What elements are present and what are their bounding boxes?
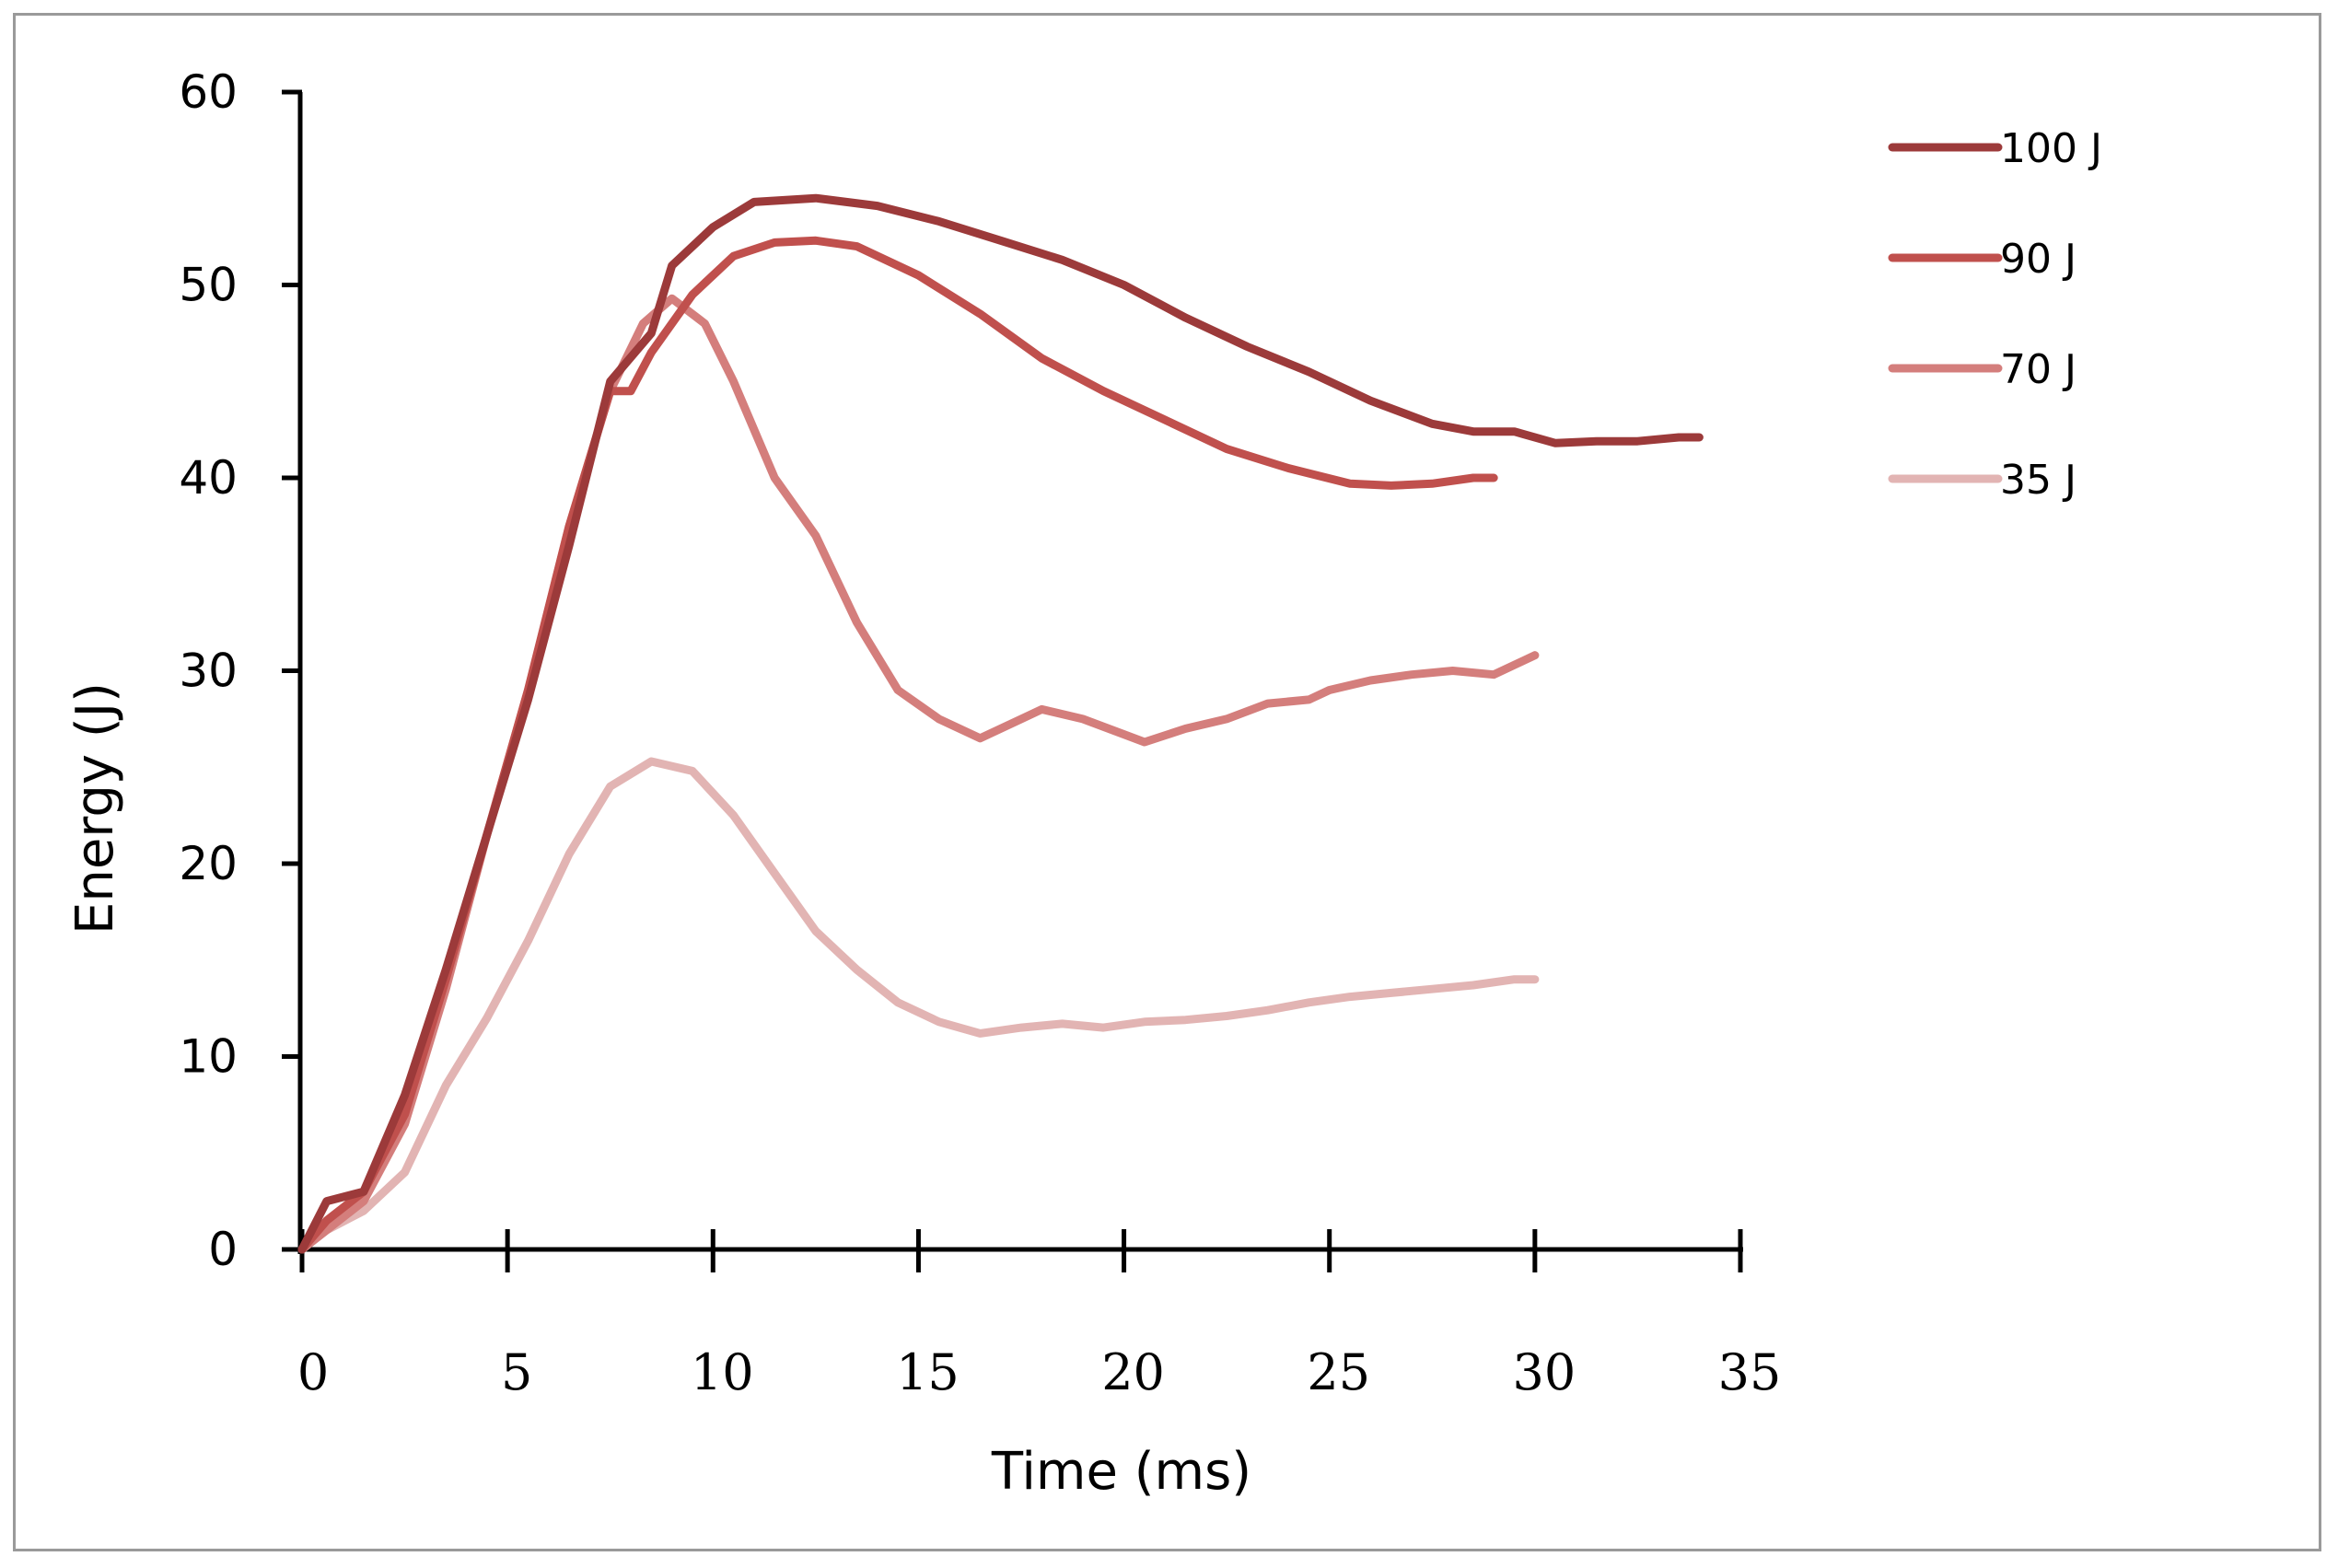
x-tick-label: 15 (896, 1343, 960, 1401)
y-tick-label: 50 (179, 259, 238, 312)
y-tick-label: 60 (179, 65, 238, 119)
x-tick-label: 10 (691, 1343, 754, 1401)
x-tick-label: 5 (501, 1343, 532, 1401)
legend-label: 90 J (2000, 236, 2076, 283)
y-tick-label: 20 (179, 837, 238, 890)
y-tick-label: 30 (179, 645, 238, 698)
y-tick-label: 10 (179, 1030, 238, 1084)
legend: 100 J 90 J 70 J 35 J (1888, 125, 2102, 504)
series-line-70j (297, 294, 1540, 1254)
axes (282, 92, 1743, 1254)
x-tick-label: 25 (1307, 1343, 1370, 1401)
legend-label: 35 J (2000, 457, 2076, 504)
y-tick-label: 40 (179, 451, 238, 505)
chart-frame (13, 13, 2321, 1551)
x-tick-label: 30 (1512, 1343, 1576, 1401)
series-lines (297, 193, 1704, 1254)
x-ticks: 0 5 10 15 20 25 30 35 (297, 1229, 1782, 1401)
y-tick-label: 0 (208, 1223, 238, 1276)
x-tick-label: 0 (297, 1343, 329, 1401)
series-line-35j (297, 757, 1540, 1254)
series-line-90j (297, 236, 1498, 1254)
y-axis-title: Energy (J) (65, 682, 125, 935)
legend-label: 100 J (2000, 125, 2102, 172)
y-ticks: 0 10 20 30 40 50 60 (179, 65, 302, 1276)
series-line-100j (297, 193, 1704, 1254)
legend-label: 70 J (2000, 346, 2076, 393)
x-axis-title: Time (ms) (991, 1442, 1251, 1502)
x-tick-label: 20 (1101, 1343, 1165, 1401)
x-tick-label: 35 (1718, 1343, 1782, 1401)
